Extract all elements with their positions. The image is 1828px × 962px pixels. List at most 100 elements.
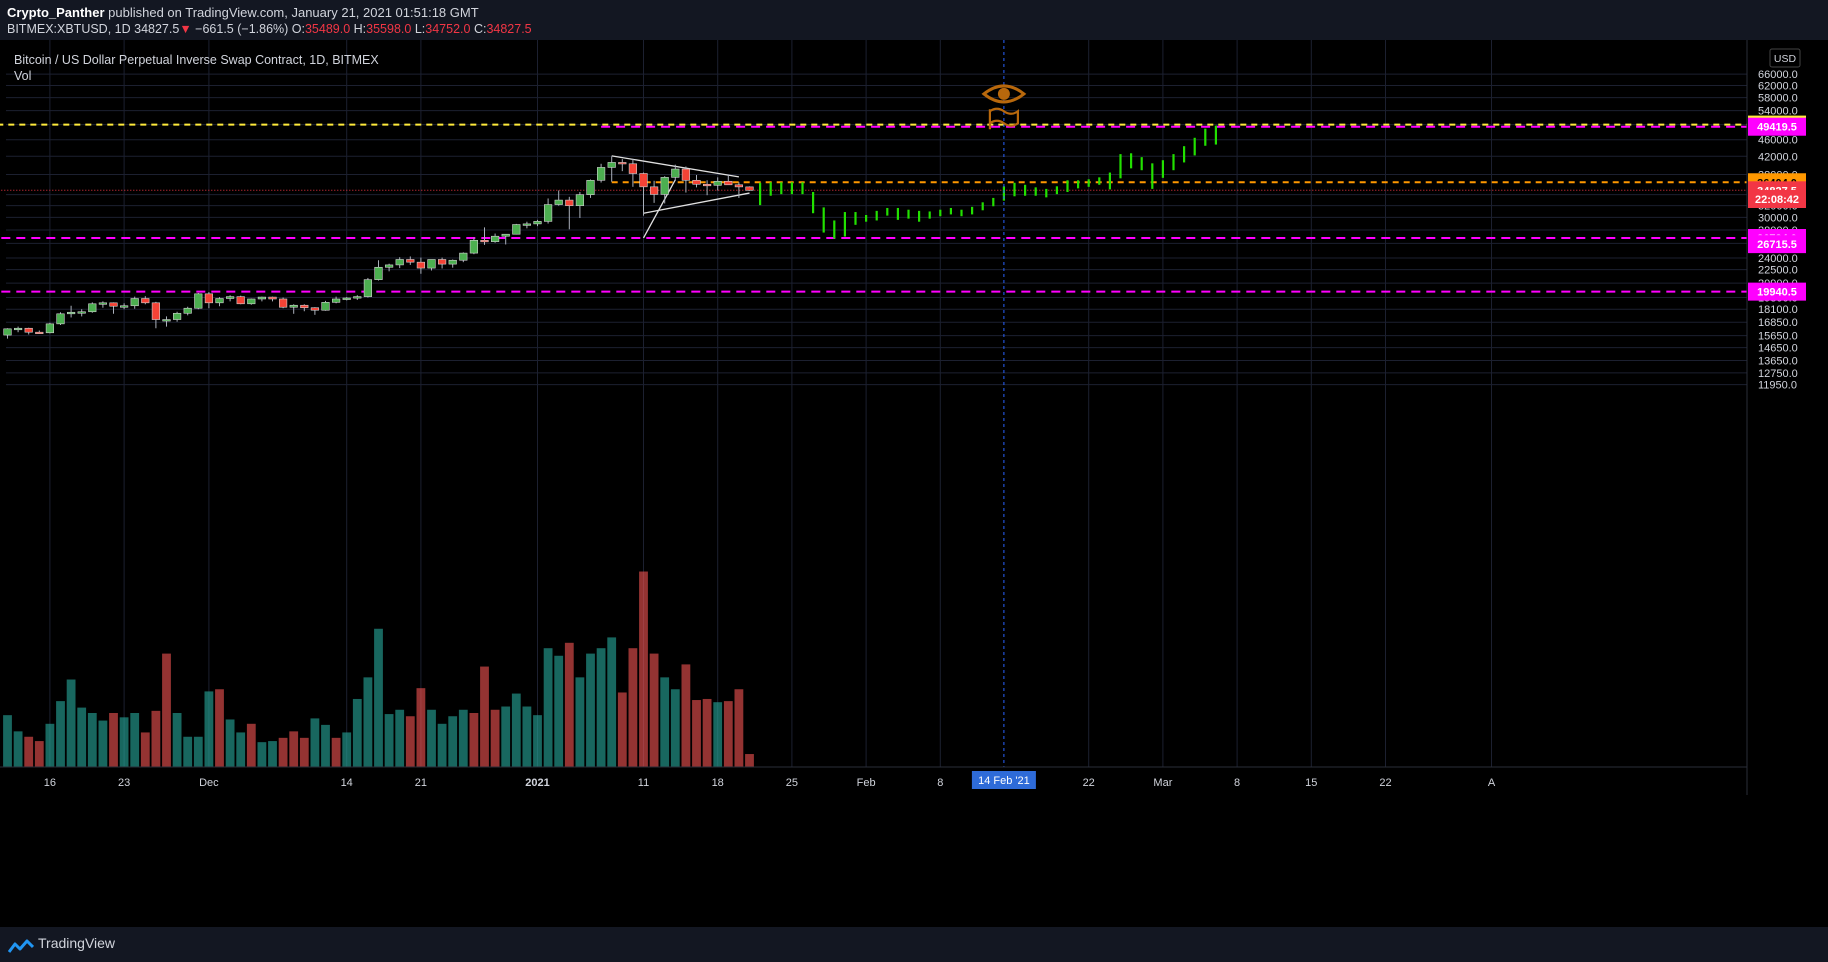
crosshair-date-label: 14 Feb '21 — [978, 775, 1030, 787]
header-bar: Crypto_Panther published on TradingView.… — [0, 0, 1828, 40]
candle-body — [628, 163, 637, 174]
candle-body — [724, 180, 733, 186]
candle-body — [745, 186, 754, 191]
publish-line: Crypto_Panther published on TradingView.… — [7, 5, 479, 20]
low-value: 34752.0 — [425, 22, 471, 36]
candle-body — [469, 239, 479, 254]
time-axis-label: A — [1488, 777, 1496, 789]
candle-body — [671, 168, 680, 178]
volume-bar — [628, 648, 638, 767]
candle-body — [639, 173, 648, 188]
low-label: L: — [414, 22, 426, 36]
footer-bar: TradingView — [0, 927, 1828, 962]
candle-body — [141, 298, 150, 304]
volume-bar — [416, 688, 426, 767]
volume-bar — [24, 736, 34, 767]
volume-bar — [268, 741, 277, 767]
candle-body — [480, 239, 489, 243]
candle-body — [575, 194, 584, 206]
candle-body — [448, 259, 457, 265]
price-chart[interactable]: 16 23 Dec 14 21 2021 11 18 25 Feb 8 22 Mar 8 15 22 A 14 F… — [0, 40, 1828, 927]
volume-bar — [98, 720, 108, 767]
currency-label: USD — [1774, 53, 1797, 65]
candle-body — [353, 296, 362, 299]
chart-legend: Bitcoin / US Dollar Perpetual Inverse Sw… — [14, 52, 379, 84]
candle-body — [490, 235, 500, 242]
candle-body — [459, 252, 468, 261]
volume-bar — [427, 709, 436, 767]
time-axis-label: Feb — [857, 777, 876, 789]
candle-body — [278, 298, 288, 308]
time-axis-label: Mar — [1153, 777, 1172, 789]
time-axis-label: 8 — [1234, 777, 1240, 789]
time-axis-label: 21 — [415, 777, 427, 789]
eye-pupil-icon — [997, 87, 1010, 100]
volume-bar — [77, 707, 87, 767]
candle-body — [533, 221, 542, 225]
candle-body — [331, 298, 341, 303]
crosshair-date-badge — [971, 771, 1036, 789]
time-axis-label: 8 — [937, 777, 943, 789]
price-axis-label: 11950.0 — [1758, 380, 1797, 392]
volume-bar — [236, 732, 246, 767]
candle-body — [289, 304, 298, 308]
open-value: 35489.0 — [304, 22, 351, 36]
candle-body — [215, 298, 224, 304]
time-axis-label: 18 — [712, 777, 724, 789]
volume-bar — [193, 736, 203, 767]
price-axis-label: 42000.0 — [1758, 151, 1798, 163]
price-axis-label: 22500.0 — [1758, 265, 1798, 277]
volume-bar — [3, 715, 12, 767]
volume-bar — [225, 719, 235, 767]
trendline[interactable] — [643, 192, 750, 214]
volume-bar — [533, 715, 542, 767]
candle-body — [607, 162, 616, 168]
volume-bar — [130, 713, 140, 767]
symbol: BITMEX:XBTUSD, 1D — [7, 22, 131, 36]
candle-body — [416, 261, 426, 269]
price-axis-label: 13650.0 — [1758, 355, 1798, 367]
eye-icon[interactable] — [981, 84, 1027, 104]
volume-bar — [162, 653, 171, 767]
candle-body — [98, 302, 107, 305]
extra-price-label: 22:08:42 — [1755, 194, 1799, 206]
volume-bar — [321, 724, 330, 767]
volume-bar — [501, 706, 511, 767]
volume-bar — [405, 716, 415, 767]
volume-bar — [384, 714, 394, 767]
author-name[interactable]: Crypto_Panther — [7, 5, 105, 20]
volume-bar — [342, 732, 352, 767]
candle-body — [363, 279, 373, 297]
volume-bar — [151, 710, 161, 767]
currency-badge[interactable] — [1769, 48, 1801, 68]
volume-bar — [374, 628, 383, 767]
level-price-label-badge — [1748, 117, 1806, 136]
volume-bar — [458, 709, 468, 767]
volume-bar — [511, 693, 521, 767]
candle-body — [649, 186, 659, 195]
volume-bar — [437, 723, 447, 767]
candle-body — [512, 224, 521, 235]
extra-price-label-badge — [1748, 189, 1806, 208]
time-axis[interactable] — [0, 767, 1828, 795]
volume-bar — [734, 689, 744, 767]
candle-body — [300, 304, 309, 309]
volume-bar — [713, 702, 723, 767]
last-price: 34827.5 — [134, 22, 180, 36]
close-value: 34827.5 — [486, 22, 532, 36]
flag-icon[interactable] — [988, 107, 1019, 130]
volume-bar — [522, 706, 532, 767]
volume-bar — [543, 648, 553, 767]
tradingview-brand[interactable]: TradingView — [7, 935, 115, 954]
volume-bar — [204, 691, 214, 767]
candle-body — [692, 179, 701, 185]
price-axis-label: 14650.0 — [1758, 343, 1798, 355]
volume-bar — [246, 723, 256, 767]
trendline[interactable] — [642, 179, 676, 239]
candle-body — [35, 331, 44, 335]
price-axis-label: 66000.0 — [1758, 69, 1798, 81]
candle-body — [406, 259, 415, 263]
volume-bar — [564, 642, 574, 767]
volume-bar — [681, 664, 691, 767]
candle-body — [226, 296, 235, 299]
